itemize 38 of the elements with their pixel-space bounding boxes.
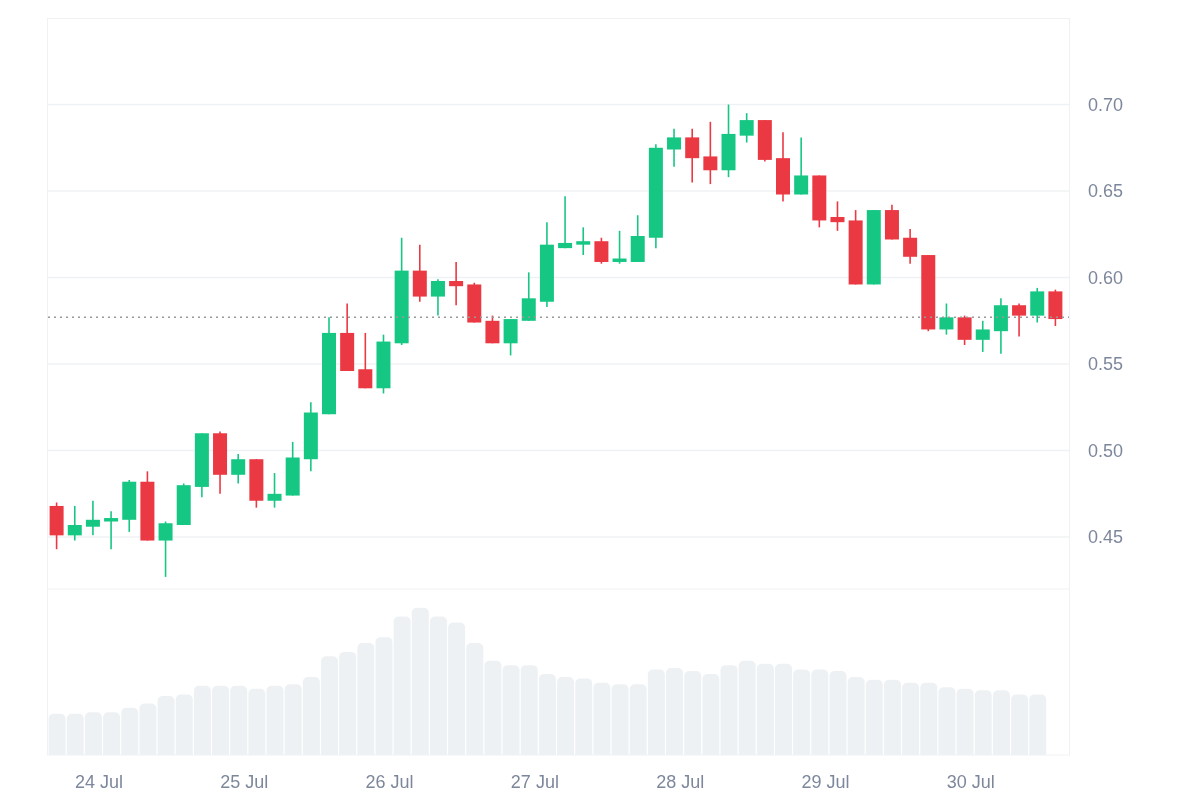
x-tick-label: 26 Jul — [365, 771, 414, 792]
candlestick — [358, 332, 373, 390]
candlestick — [903, 228, 918, 265]
x-tick-label: 25 Jul — [220, 771, 269, 792]
candlestick — [739, 112, 754, 144]
candlestick — [594, 236, 609, 265]
x-tick-label: 24 Jul — [75, 771, 124, 792]
x-tick-label: 30 Jul — [946, 771, 995, 792]
candlestick — [158, 520, 173, 578]
y-tick-label: 0.45 — [1088, 527, 1124, 548]
x-tick-label: 29 Jul — [801, 771, 850, 792]
candlestick — [794, 136, 809, 196]
candlestick — [521, 271, 536, 322]
y-tick-label: 0.55 — [1088, 354, 1124, 375]
candlestick — [939, 302, 954, 336]
x-tick-label: 28 Jul — [656, 771, 705, 792]
candlestick — [430, 278, 445, 317]
candlestick — [231, 453, 246, 485]
candlestick — [830, 200, 845, 232]
candlestick — [957, 314, 972, 346]
candlestick — [85, 499, 100, 537]
candlestick — [485, 314, 500, 345]
candlestick — [1012, 302, 1027, 338]
x-tick-label: 27 Jul — [510, 771, 559, 792]
candlestick — [975, 320, 990, 353]
y-tick-label: 0.60 — [1088, 267, 1124, 288]
candlestick — [667, 127, 682, 168]
candlestick — [449, 261, 464, 307]
candlestick — [558, 195, 573, 249]
y-tick-label: 0.70 — [1088, 94, 1124, 115]
candlestick — [267, 472, 282, 509]
candlestick — [703, 121, 718, 185]
candlestick — [576, 226, 591, 256]
candlestick — [67, 505, 82, 542]
y-tick-label: 0.50 — [1088, 440, 1124, 461]
y-tick-label: 0.65 — [1088, 181, 1124, 202]
candlestick — [685, 127, 700, 184]
candlestick — [104, 510, 119, 550]
